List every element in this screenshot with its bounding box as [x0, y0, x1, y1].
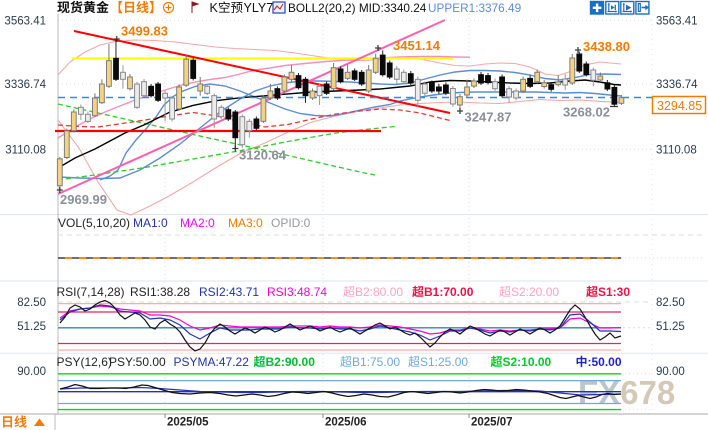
svg-text:YLY7: YLY7 [244, 1, 274, 15]
svg-text:90.00: 90.00 [656, 366, 685, 378]
svg-text:B1:75.00: B1:75.00 [352, 355, 400, 369]
svg-text:S1:25.00: S1:25.00 [420, 355, 468, 369]
svg-text:RSI2:43.71: RSI2:43.71 [199, 285, 259, 299]
svg-text:3499.83: 3499.83 [121, 24, 168, 39]
svg-text:PSYMA:47.22: PSYMA:47.22 [174, 355, 250, 369]
svg-text:MA2:0: MA2:0 [180, 216, 215, 230]
svg-text:OPID:0: OPID:0 [271, 216, 311, 230]
svg-text:3563.41: 3563.41 [4, 15, 46, 27]
svg-text:UPPER1:3376.49: UPPER1:3376.49 [428, 1, 521, 15]
svg-text:B1:70.00: B1:70.00 [424, 285, 474, 299]
svg-text:S2:10.00: S2:10.00 [503, 355, 552, 369]
svg-text:RSI1:38.28: RSI1:38.28 [130, 285, 190, 299]
svg-text:51.25: 51.25 [656, 321, 685, 333]
svg-text:3247.87: 3247.87 [465, 110, 512, 125]
svg-text:B2:80.00: B2:80.00 [355, 285, 403, 299]
svg-text:FX678: FX678 [578, 374, 675, 411]
svg-text:S2:20.00: S2:20.00 [511, 285, 559, 299]
svg-text:82.50: 82.50 [656, 297, 685, 309]
svg-text:3120.64: 3120.64 [239, 148, 287, 163]
svg-text:B2:90.00: B2:90.00 [266, 355, 316, 369]
svg-text:PSY:50.00: PSY:50.00 [109, 355, 166, 369]
svg-text:2969.99: 2969.99 [60, 192, 107, 207]
svg-text:82.50: 82.50 [17, 297, 46, 309]
svg-text:K: K [210, 1, 219, 15]
svg-text:3438.80: 3438.80 [583, 39, 630, 54]
svg-text:2025/05: 2025/05 [167, 417, 209, 429]
svg-text:2025/06: 2025/06 [325, 417, 367, 429]
svg-text:3336.74: 3336.74 [4, 79, 46, 91]
svg-text:VOL(5,10,20): VOL(5,10,20) [58, 216, 130, 230]
svg-text:51.25: 51.25 [17, 321, 46, 333]
svg-text:RSI(7,14,28): RSI(7,14,28) [57, 285, 125, 299]
svg-text::50.00: :50.00 [588, 355, 622, 369]
svg-text:3563.41: 3563.41 [656, 15, 698, 27]
svg-text:3110.08: 3110.08 [5, 144, 46, 156]
svg-text:RSI3:48.74: RSI3:48.74 [267, 285, 327, 299]
svg-text:3110.08: 3110.08 [656, 144, 697, 156]
svg-text:S1:30: S1:30 [598, 285, 630, 299]
svg-text:3268.02: 3268.02 [563, 105, 610, 120]
svg-text:3336.74: 3336.74 [656, 79, 698, 91]
svg-text:2025/07: 2025/07 [471, 417, 513, 429]
svg-text:3294.85: 3294.85 [657, 99, 702, 113]
svg-text:90.00: 90.00 [17, 366, 46, 378]
svg-text:MA1:0: MA1:0 [133, 216, 168, 230]
svg-text:BOLL2(20,2) MID:3340.24: BOLL2(20,2) MID:3340.24 [288, 1, 427, 15]
svg-text:MA3:0: MA3:0 [228, 216, 263, 230]
svg-text:PSY(12,6): PSY(12,6) [57, 355, 112, 369]
svg-text:3451.14: 3451.14 [393, 38, 441, 53]
